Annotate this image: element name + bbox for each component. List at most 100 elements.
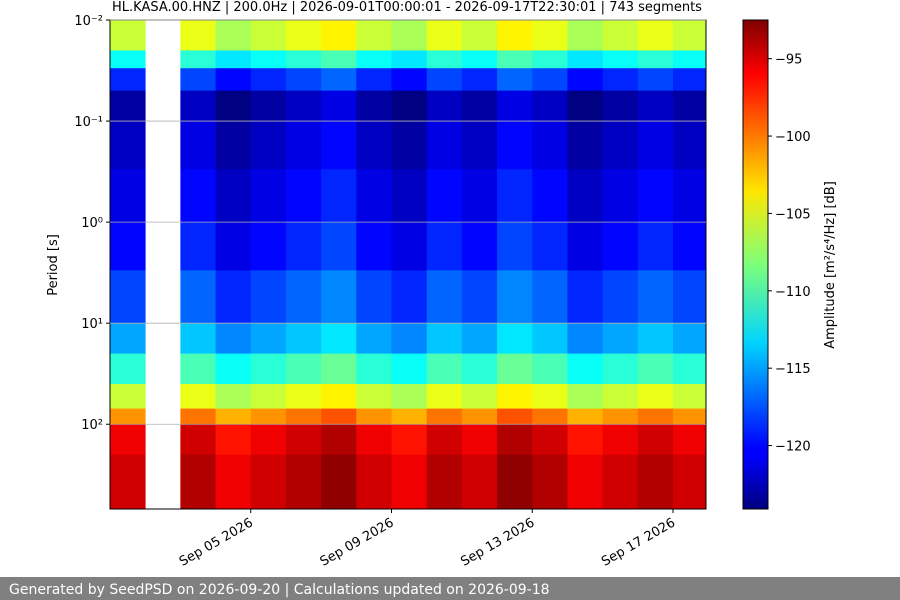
cell xyxy=(426,169,463,223)
cell xyxy=(285,20,322,51)
cell xyxy=(497,353,533,385)
cell xyxy=(391,20,428,51)
cell xyxy=(426,384,463,409)
cell xyxy=(250,384,287,409)
cell xyxy=(321,323,357,354)
cell xyxy=(567,408,604,425)
cell xyxy=(215,270,252,324)
cell xyxy=(497,454,533,510)
cell xyxy=(391,424,428,456)
cell xyxy=(321,384,357,409)
cell xyxy=(250,50,287,69)
cell xyxy=(426,323,463,354)
y-axis-label: Period [s] xyxy=(46,234,61,296)
colorbar-tick-label: −120 xyxy=(775,440,811,455)
cell xyxy=(250,222,287,271)
cell xyxy=(602,50,639,69)
cell xyxy=(215,353,252,385)
cell xyxy=(356,169,392,223)
y-tick-label: 10¹ xyxy=(81,317,103,332)
cell xyxy=(567,323,604,354)
cell xyxy=(602,169,639,223)
cell xyxy=(285,68,322,92)
cell xyxy=(461,90,498,122)
cell xyxy=(285,353,322,385)
cell xyxy=(602,454,639,510)
cell xyxy=(180,270,216,324)
cell xyxy=(426,424,463,456)
cell xyxy=(673,454,707,510)
cell xyxy=(637,222,674,271)
cell xyxy=(356,323,392,354)
y-tick-label: 10⁻² xyxy=(74,14,103,29)
cell xyxy=(602,408,639,425)
cell xyxy=(321,424,357,456)
cell xyxy=(321,222,357,271)
cell xyxy=(285,270,322,324)
cell xyxy=(250,408,287,425)
cell xyxy=(180,323,216,354)
cell xyxy=(391,454,428,510)
cell xyxy=(567,121,604,170)
cell xyxy=(356,121,392,170)
cell xyxy=(461,353,498,385)
cell xyxy=(497,169,533,223)
cell xyxy=(497,20,533,51)
cell xyxy=(602,424,639,456)
cell xyxy=(497,90,533,122)
cell xyxy=(637,169,674,223)
cell xyxy=(602,353,639,385)
cell xyxy=(602,222,639,271)
cell xyxy=(180,20,216,51)
cell xyxy=(110,424,146,456)
cell xyxy=(673,353,707,385)
cell xyxy=(215,323,252,354)
x-tick-label: Sep 05 2026 xyxy=(177,515,256,569)
cell xyxy=(602,270,639,324)
cell xyxy=(110,353,146,385)
cell xyxy=(532,384,568,409)
cell xyxy=(426,408,463,425)
cell xyxy=(285,323,322,354)
cell xyxy=(180,50,216,69)
cell xyxy=(602,20,639,51)
cell xyxy=(673,20,707,51)
cell xyxy=(673,169,707,223)
cell xyxy=(497,222,533,271)
cell xyxy=(180,90,216,122)
cell xyxy=(391,121,428,170)
cell xyxy=(426,90,463,122)
cell xyxy=(532,50,568,69)
cell xyxy=(180,121,216,170)
cell xyxy=(356,454,392,510)
cell xyxy=(426,50,463,69)
cell xyxy=(321,90,357,122)
cell xyxy=(461,20,498,51)
cell xyxy=(532,424,568,456)
cell xyxy=(426,222,463,271)
cell xyxy=(215,384,252,409)
cell xyxy=(321,454,357,510)
cell xyxy=(673,424,707,456)
cell xyxy=(391,408,428,425)
cell xyxy=(532,20,568,51)
cell xyxy=(110,384,146,409)
cell xyxy=(461,68,498,92)
cell xyxy=(110,121,146,170)
cell xyxy=(532,222,568,271)
cell xyxy=(356,50,392,69)
cell xyxy=(532,270,568,324)
cell xyxy=(532,353,568,385)
cell xyxy=(110,270,146,324)
cell xyxy=(602,68,639,92)
cell xyxy=(356,353,392,385)
cell xyxy=(532,454,568,510)
cell xyxy=(602,121,639,170)
cell xyxy=(673,90,707,122)
cell xyxy=(285,50,322,69)
cell xyxy=(110,454,146,510)
cell xyxy=(637,424,674,456)
cell xyxy=(110,20,146,51)
cell xyxy=(532,121,568,170)
cell xyxy=(110,50,146,69)
